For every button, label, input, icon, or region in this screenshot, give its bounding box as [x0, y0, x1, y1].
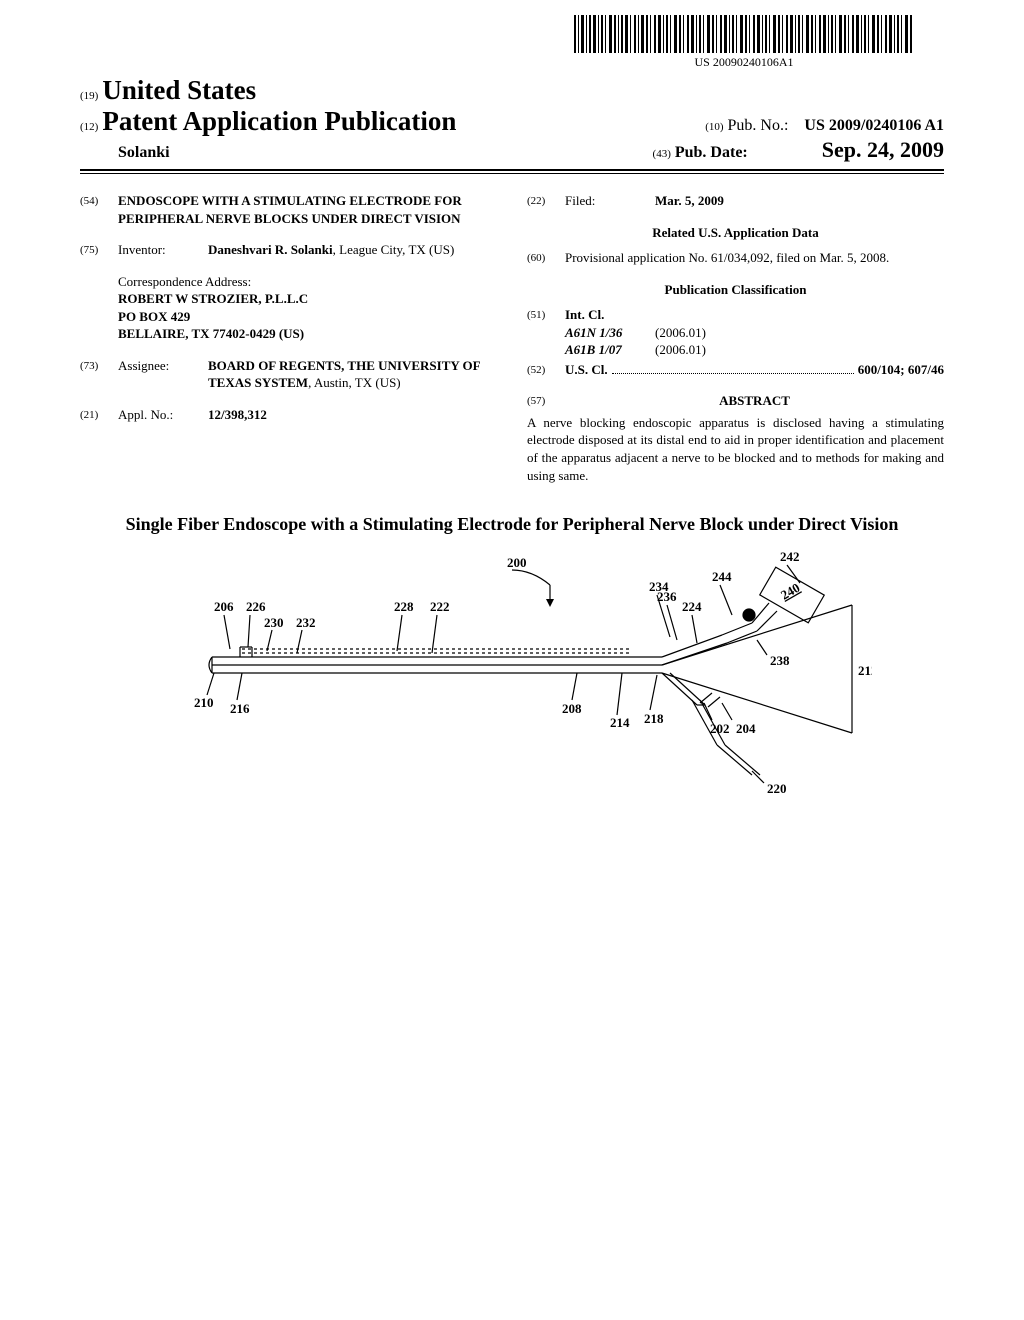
- f22-num: (22): [527, 192, 565, 210]
- f22-val: Mar. 5, 2009: [655, 192, 944, 210]
- corr-1: ROBERT W STROZIER, P.L.L.C: [118, 290, 497, 308]
- related-h: Related U.S. Application Data: [527, 224, 944, 242]
- figure-title: Single Fiber Endoscope with a Stimulatin…: [80, 514, 944, 535]
- f75-num: (75): [80, 241, 118, 259]
- f22-label: Filed:: [565, 192, 655, 210]
- f52-val: 600/104; 607/46: [858, 361, 944, 379]
- f52-num: (52): [527, 361, 565, 379]
- hdr-country: United States: [102, 75, 256, 105]
- f52-label: U.S. Cl.: [565, 361, 608, 379]
- header-block: (19) United States (12) Patent Applicati…: [80, 75, 944, 171]
- f73-label: Assignee:: [118, 357, 208, 392]
- lbl-240: 240: [778, 580, 802, 603]
- f21-label: Appl. No.:: [118, 406, 208, 424]
- intcl-2-code: A61B 1/07: [565, 341, 655, 359]
- f57-label: ABSTRACT: [565, 392, 944, 410]
- lbl-230: 230: [264, 615, 284, 630]
- hdr-pubdate-label: Pub. Date:: [675, 144, 748, 161]
- corr-2: PO BOX 429: [118, 308, 497, 326]
- lbl-202: 202: [710, 721, 730, 736]
- f73-num: (73): [80, 357, 118, 392]
- lbl-238: 238: [770, 653, 790, 668]
- f21-val: 12/398,312: [208, 406, 497, 424]
- hdr-pub-type: Patent Application Publication: [102, 106, 456, 136]
- lbl-206: 206: [214, 599, 234, 614]
- f60-num: (60): [527, 249, 565, 267]
- barcode-svg: [574, 15, 914, 53]
- f60-text: Provisional application No. 61/034,092, …: [565, 249, 944, 267]
- f75-val-b: Daneshvari R. Solanki: [208, 242, 333, 257]
- figure-diagram: 200 206 226 230 232 228 222 210 216 208 …: [152, 545, 872, 805]
- lbl-222: 222: [430, 599, 450, 614]
- lbl-228: 228: [394, 599, 414, 614]
- hdr-pubno-val: US 2009/0240106 A1: [804, 117, 944, 134]
- hdr-pubdate-val: Sep. 24, 2009: [822, 137, 944, 162]
- hdr-10-num: (10): [705, 121, 723, 133]
- lbl-214: 214: [610, 715, 630, 730]
- class-h: Publication Classification: [527, 281, 944, 299]
- lbl-204: 204: [736, 721, 756, 736]
- hdr-12-num: (12): [80, 121, 98, 133]
- intcl-1-code: A61N 1/36: [565, 324, 655, 342]
- lbl-234: 234: [649, 579, 669, 594]
- corr-3: BELLAIRE, TX 77402-0429 (US): [118, 325, 497, 343]
- hdr-inventor-short: Solanki: [118, 144, 170, 162]
- lbl-218: 218: [644, 711, 664, 726]
- lbl-232: 232: [296, 615, 316, 630]
- f21-num: (21): [80, 406, 118, 424]
- hdr-19-num: (19): [80, 90, 98, 102]
- lbl-242: 242: [780, 549, 800, 564]
- f75-label: Inventor:: [118, 241, 208, 259]
- lbl-226: 226: [246, 599, 266, 614]
- corr-h: Correspondence Address:: [118, 273, 497, 291]
- f54-num: (54): [80, 192, 118, 227]
- f75-val-r: , League City, TX (US): [333, 242, 455, 257]
- f57-num: (57): [527, 392, 565, 410]
- lbl-200: 200: [507, 555, 527, 570]
- right-column: (22) Filed: Mar. 5, 2009 Related U.S. Ap…: [527, 192, 944, 484]
- lbl-210: 210: [194, 695, 214, 710]
- intcl-1-year: (2006.01): [655, 324, 944, 342]
- f51-num: (51): [527, 306, 565, 359]
- intcl-2-year: (2006.01): [655, 341, 944, 359]
- barcode-block: US 20090240106A1: [574, 15, 914, 70]
- f73-val-r: , Austin, TX (US): [308, 375, 401, 390]
- f51-label: Int. Cl.: [565, 306, 944, 324]
- hdr-pubno-label: Pub. No.:: [728, 117, 789, 134]
- f54-title: ENDOSCOPE WITH A STIMULATING ELECTRODE F…: [118, 192, 497, 227]
- lbl-208: 208: [562, 701, 582, 716]
- content-columns: (54) ENDOSCOPE WITH A STIMULATING ELECTR…: [80, 192, 944, 484]
- barcode-text: US 20090240106A1: [574, 55, 914, 70]
- abstract-text: A nerve blocking endoscopic apparatus is…: [527, 414, 944, 484]
- left-column: (54) ENDOSCOPE WITH A STIMULATING ELECTR…: [80, 192, 497, 484]
- lbl-244: 244: [712, 569, 732, 584]
- lbl-216: 216: [230, 701, 250, 716]
- hdr-43-num: (43): [653, 148, 671, 160]
- lbl-220: 220: [767, 781, 787, 796]
- lbl-224: 224: [682, 599, 702, 614]
- lbl-212: 212: [858, 663, 872, 678]
